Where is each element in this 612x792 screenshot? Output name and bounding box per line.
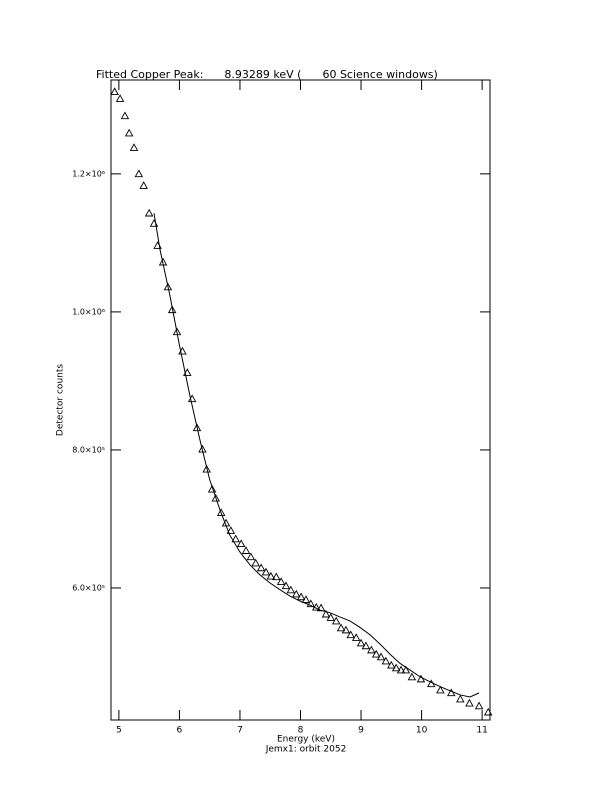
data-point	[124, 128, 134, 137]
data-point	[341, 625, 351, 634]
y-tick-label: 1.0×10⁶	[72, 307, 105, 316]
data-point	[465, 698, 474, 707]
data-point	[276, 577, 286, 586]
data-point	[261, 567, 271, 576]
data-point	[296, 592, 306, 601]
data-point	[291, 589, 301, 598]
data-point	[321, 609, 331, 618]
data-point	[286, 585, 296, 594]
data-point	[256, 563, 266, 572]
x-tick-label: 6	[177, 726, 183, 736]
data-point	[211, 493, 221, 502]
x-axis-label: Energy (keV)	[277, 735, 335, 745]
y-tick-label: 6.0×10⁵	[72, 583, 105, 592]
data-point	[134, 169, 144, 178]
data-point	[236, 539, 246, 548]
data-point	[361, 641, 371, 650]
data-point	[306, 599, 316, 608]
data-point	[192, 423, 202, 432]
x-tick-label: 7	[237, 726, 243, 736]
data-point	[226, 526, 236, 534]
data-point	[216, 508, 226, 516]
data-point	[207, 484, 217, 493]
x-tick-label: 10	[416, 726, 428, 736]
y-axis-label: Detector counts	[56, 364, 66, 436]
chart-title: Fitted Copper Peak: 8.93289 keV ( 60 Sci…	[96, 68, 438, 81]
x-tick-label: 11	[476, 726, 487, 736]
data-point	[387, 660, 396, 669]
data-point	[351, 633, 361, 641]
data-point	[474, 701, 484, 710]
data-point	[326, 613, 336, 621]
data-point	[163, 282, 173, 291]
data-point	[231, 534, 240, 543]
data-point	[331, 616, 341, 625]
footer: Jemx1: orbit 2052	[265, 745, 347, 755]
data-point	[483, 707, 493, 716]
data-point	[266, 571, 276, 580]
data-point	[367, 645, 376, 654]
x-tick-label: 8	[298, 726, 304, 736]
data-point	[346, 630, 356, 639]
fit-line	[153, 213, 480, 698]
data-point	[144, 208, 154, 217]
data-point	[356, 638, 366, 647]
data-point	[129, 143, 139, 151]
x-tick-label: 9	[358, 726, 364, 736]
data-point	[436, 685, 445, 694]
data-point	[456, 694, 465, 703]
data-point	[115, 94, 125, 102]
data-point	[376, 652, 386, 661]
data-point	[202, 464, 211, 473]
data-point	[272, 572, 281, 581]
data-point	[371, 649, 381, 658]
data-point	[401, 665, 411, 674]
data-point	[251, 558, 260, 567]
data-point	[241, 546, 251, 554]
data-point	[381, 656, 391, 665]
data-point	[301, 595, 311, 603]
y-tick-label: 1.2×10⁶	[72, 169, 105, 178]
data-point	[281, 581, 291, 590]
data-point	[110, 87, 119, 95]
data-point	[407, 672, 417, 681]
data-point	[396, 665, 406, 674]
data-point	[336, 623, 346, 632]
x-tick-label: 5	[116, 726, 122, 736]
data-point	[246, 552, 256, 561]
y-tick-label: 8.0×10⁵	[72, 445, 105, 454]
data-point	[120, 111, 130, 120]
data-point	[391, 663, 401, 672]
data-point	[167, 305, 177, 314]
plot-frame	[110, 79, 491, 721]
data-point	[139, 181, 148, 189]
